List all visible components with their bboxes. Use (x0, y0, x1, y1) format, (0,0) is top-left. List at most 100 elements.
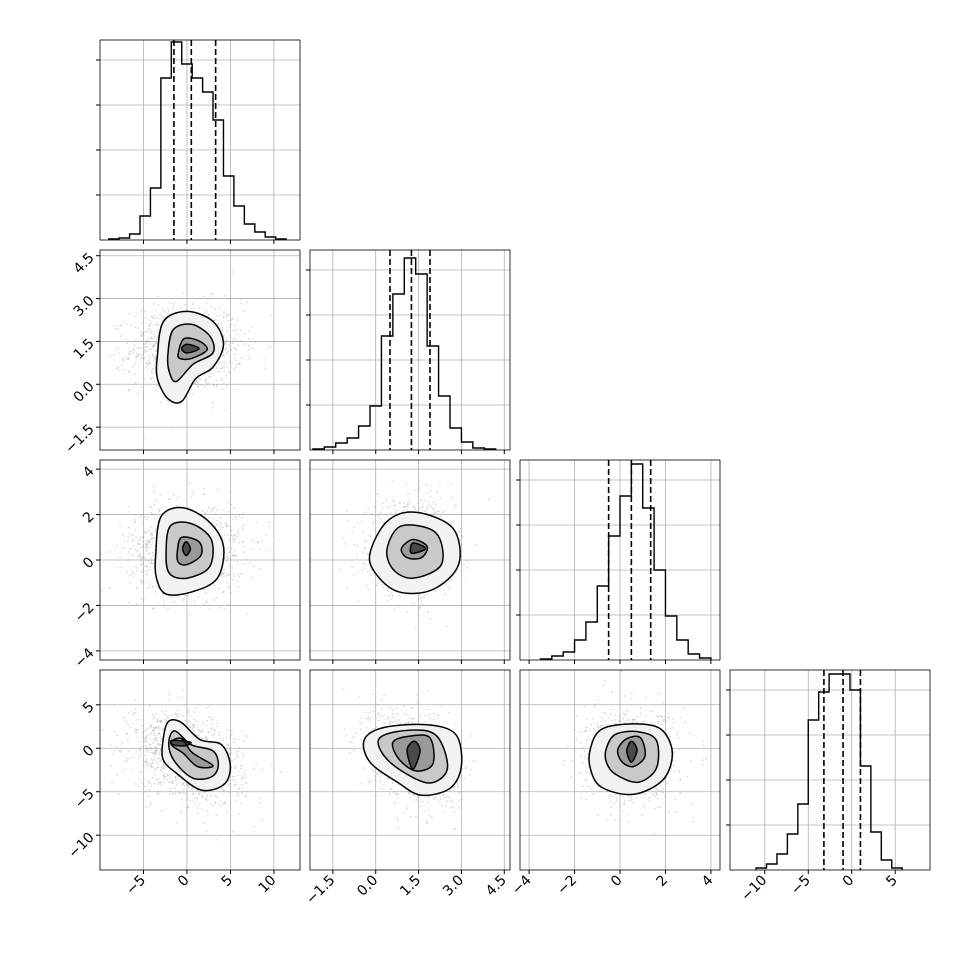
scatter-point (237, 362, 240, 365)
scatter-point (353, 526, 356, 528)
scatter-point (406, 721, 409, 724)
scatter-point (148, 541, 150, 544)
scatter-point (406, 501, 409, 504)
scatter-point (218, 790, 221, 793)
scatter-point (120, 748, 123, 751)
scatter-point (155, 499, 158, 502)
scatter-point (214, 802, 217, 804)
scatter-point (198, 792, 201, 795)
scatter-point (180, 809, 183, 812)
scatter-point (187, 806, 190, 809)
scatter-point (176, 714, 179, 716)
scatter-point (128, 354, 131, 356)
scatter-point (164, 506, 167, 509)
scatter-point (167, 607, 170, 610)
scatter-point (236, 755, 238, 757)
scatter-point (228, 749, 231, 751)
scatter-point (389, 506, 391, 509)
scatter-point (145, 806, 148, 808)
scatter-point (125, 732, 128, 735)
scatter-point (432, 508, 435, 511)
scatter-point (226, 560, 228, 562)
scatter-point (152, 343, 155, 345)
scatter-point (156, 790, 159, 793)
contour-line (400, 538, 429, 560)
scatter-point (154, 530, 156, 533)
scatter-point (142, 759, 145, 762)
scatter-point (135, 586, 138, 589)
scatter-point (157, 733, 160, 735)
scatter-point (212, 734, 214, 736)
scatter-point (127, 313, 130, 315)
scatter-point (149, 705, 151, 708)
scatter-point (205, 736, 208, 739)
scatter-point (413, 505, 416, 508)
scatter-point (199, 378, 202, 381)
scatter-point (251, 326, 254, 328)
scatter-point (128, 547, 131, 549)
scatter-point (216, 379, 219, 382)
scatter-point (402, 509, 405, 511)
scatter-point (224, 522, 227, 525)
scatter-point (192, 711, 195, 713)
scatter-point (154, 361, 157, 364)
scatter-point (240, 767, 242, 770)
scatter-point (154, 746, 157, 749)
scatter-point (170, 781, 173, 784)
scatter-point (188, 482, 191, 485)
scatter-point (234, 329, 237, 332)
scatter-point (207, 313, 209, 316)
scatter-point (175, 497, 178, 500)
scatter-point (150, 724, 153, 727)
scatter-point (146, 546, 148, 549)
contour-line (181, 541, 192, 557)
scatter-point (226, 556, 229, 558)
scatter-point (233, 784, 236, 787)
scatter-point (147, 540, 150, 542)
scatter-point (139, 539, 141, 541)
scatter-point (435, 491, 438, 494)
scatter-point (121, 358, 124, 361)
scatter-point (158, 732, 161, 734)
scatter-point (457, 523, 460, 526)
scatter-point (144, 785, 147, 788)
scatter-point (156, 720, 159, 723)
scatter-point (220, 362, 222, 365)
scatter-point (192, 302, 195, 305)
scatter-point (148, 781, 151, 784)
scatter-point (220, 322, 223, 325)
scatter-point (140, 355, 143, 358)
scatter-point (150, 526, 153, 529)
scatter-point (150, 348, 153, 351)
scatter-point (250, 340, 253, 343)
scatter-point (147, 539, 150, 541)
scatter-point (154, 358, 157, 361)
scatter-point (115, 327, 117, 330)
scatter-point (279, 770, 282, 773)
scatter-point (210, 795, 212, 798)
scatter-point (145, 580, 148, 583)
scatter-point (232, 329, 235, 331)
scatter-point (466, 559, 469, 562)
scatter-point (150, 532, 153, 535)
panel-content (310, 670, 510, 870)
scatter-point (142, 395, 145, 397)
scatter-point (204, 378, 207, 380)
scatter-point (213, 384, 215, 387)
scatter-point (217, 321, 220, 324)
scatter-point (378, 777, 381, 779)
scatter-point (215, 838, 218, 841)
scatter-point (138, 365, 140, 368)
scatter-point (248, 357, 251, 360)
scatter-point (162, 594, 165, 597)
scatter-point (219, 806, 222, 808)
panel-frame (519, 459, 721, 661)
scatter-point (123, 717, 125, 719)
scatter-point (255, 521, 258, 524)
scatter-point (159, 743, 162, 746)
scatter-point (210, 728, 213, 731)
scatter-point (200, 794, 203, 796)
scatter-point (136, 549, 139, 552)
scatter-point (212, 599, 215, 601)
scatter-point (211, 507, 214, 510)
